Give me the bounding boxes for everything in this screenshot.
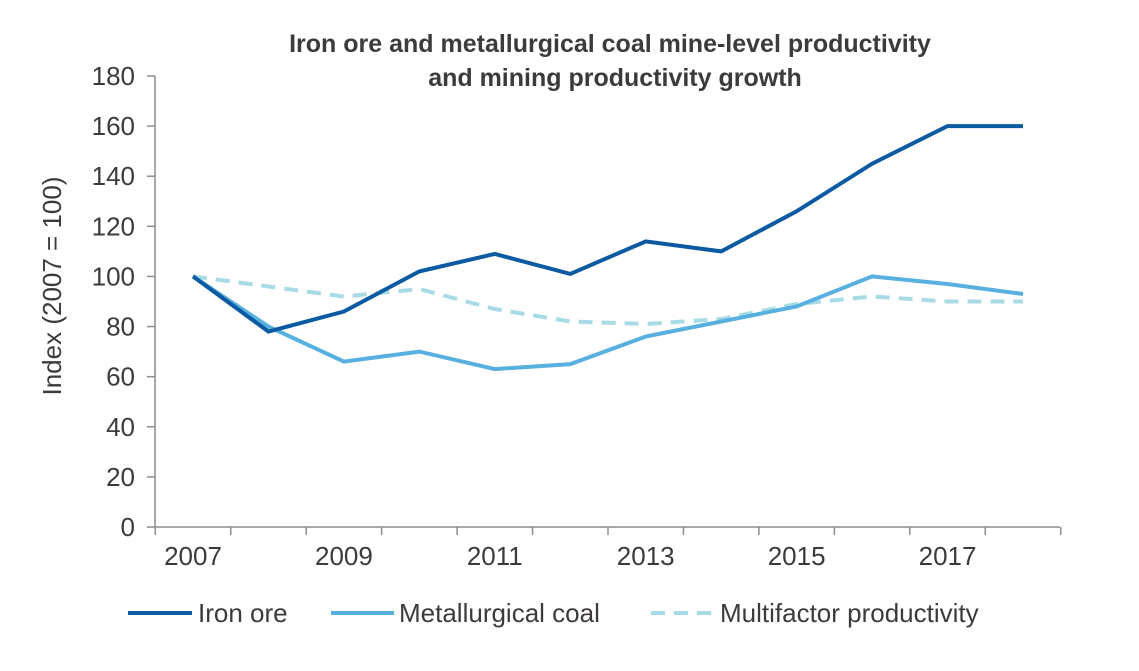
series-line-iron-ore — [191, 124, 1023, 334]
y-tick-label: 120 — [92, 211, 135, 241]
x-axis: 2007 2009 2011 2013 2015 2017 — [154, 526, 1062, 571]
y-tick-label: 60 — [106, 362, 135, 392]
legend-label: Iron ore — [198, 598, 288, 628]
y-tick-label: 160 — [92, 111, 135, 141]
x-tick-label: 2017 — [919, 541, 977, 571]
legend: Iron ore Metallurgical coal Multifactor pr… — [128, 598, 979, 628]
x-tick-label: 2009 — [315, 541, 373, 571]
x-tick-label: 2007 — [164, 541, 222, 571]
y-tick-label: 80 — [106, 312, 135, 342]
y-tick-label: 0 — [121, 512, 135, 542]
x-tick-label: 2011 — [467, 541, 523, 571]
legend-label: Multifactor productivity — [720, 598, 979, 628]
legend-label: Metallurgical coal — [399, 598, 600, 628]
y-axis-title: Index (2007 = 100) — [37, 177, 67, 396]
y-tick-label: 100 — [92, 261, 135, 291]
series-lines — [191, 124, 1024, 372]
x-tick-label: 2015 — [768, 541, 826, 571]
y-tick-label: 140 — [92, 161, 135, 191]
x-tick-label: 2013 — [617, 541, 675, 571]
chart-title-line-1: Iron ore and metallurgical coal mine-lev… — [289, 30, 931, 58]
series-line-metallurgical-coal — [191, 274, 1024, 372]
y-tick-label: 20 — [106, 462, 135, 492]
series-line-multifactor-productivity — [192, 274, 1023, 327]
y-axis: 0 20 40 60 80 100 120 140 160 180 — [92, 61, 156, 542]
y-tick-label: 180 — [92, 61, 135, 91]
y-tick-label: 40 — [106, 412, 135, 442]
chart-title-line-2: and mining productivity growth — [428, 64, 802, 92]
